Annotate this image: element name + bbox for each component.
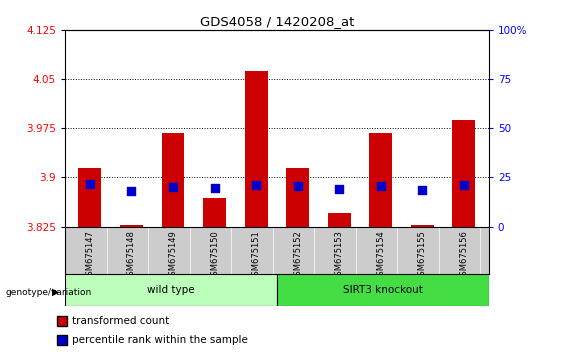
Bar	[120, 224, 143, 227]
Bar	[453, 120, 475, 227]
Text: genotype/variation: genotype/variation	[6, 287, 92, 297]
Text: GSM675154: GSM675154	[376, 230, 385, 281]
Text: GSM675153: GSM675153	[334, 230, 344, 281]
Bar	[328, 213, 351, 227]
Text: ▶: ▶	[52, 287, 59, 297]
FancyBboxPatch shape	[277, 274, 489, 306]
Bar	[79, 168, 101, 227]
Text: GSM675152: GSM675152	[293, 230, 302, 281]
FancyBboxPatch shape	[65, 274, 277, 306]
Point	[376, 183, 385, 189]
Bar	[245, 71, 267, 227]
Point	[210, 185, 219, 191]
Text: SIRT3 knockout: SIRT3 knockout	[343, 285, 423, 295]
Point	[251, 182, 260, 188]
Point	[293, 183, 302, 189]
Text: GSM675156: GSM675156	[459, 230, 468, 281]
Text: GSM675147: GSM675147	[85, 230, 94, 281]
Title: GDS4058 / 1420208_at: GDS4058 / 1420208_at	[199, 15, 354, 28]
Text: transformed count: transformed count	[72, 316, 170, 326]
Point	[127, 188, 136, 193]
Bar	[411, 224, 434, 227]
Text: GSM675151: GSM675151	[251, 230, 260, 281]
Bar	[286, 168, 309, 227]
Bar	[370, 133, 392, 227]
Point	[418, 187, 427, 193]
Text: GSM675148: GSM675148	[127, 230, 136, 281]
Text: GSM675149: GSM675149	[168, 230, 177, 281]
Text: GSM675155: GSM675155	[418, 230, 427, 281]
Point	[459, 182, 468, 188]
Point	[168, 184, 177, 190]
Text: GSM675150: GSM675150	[210, 230, 219, 281]
Text: percentile rank within the sample: percentile rank within the sample	[72, 335, 248, 345]
Text: wild type: wild type	[147, 285, 195, 295]
Bar	[203, 198, 226, 227]
Point	[85, 181, 94, 187]
Bar	[162, 133, 184, 227]
Point	[334, 186, 344, 192]
